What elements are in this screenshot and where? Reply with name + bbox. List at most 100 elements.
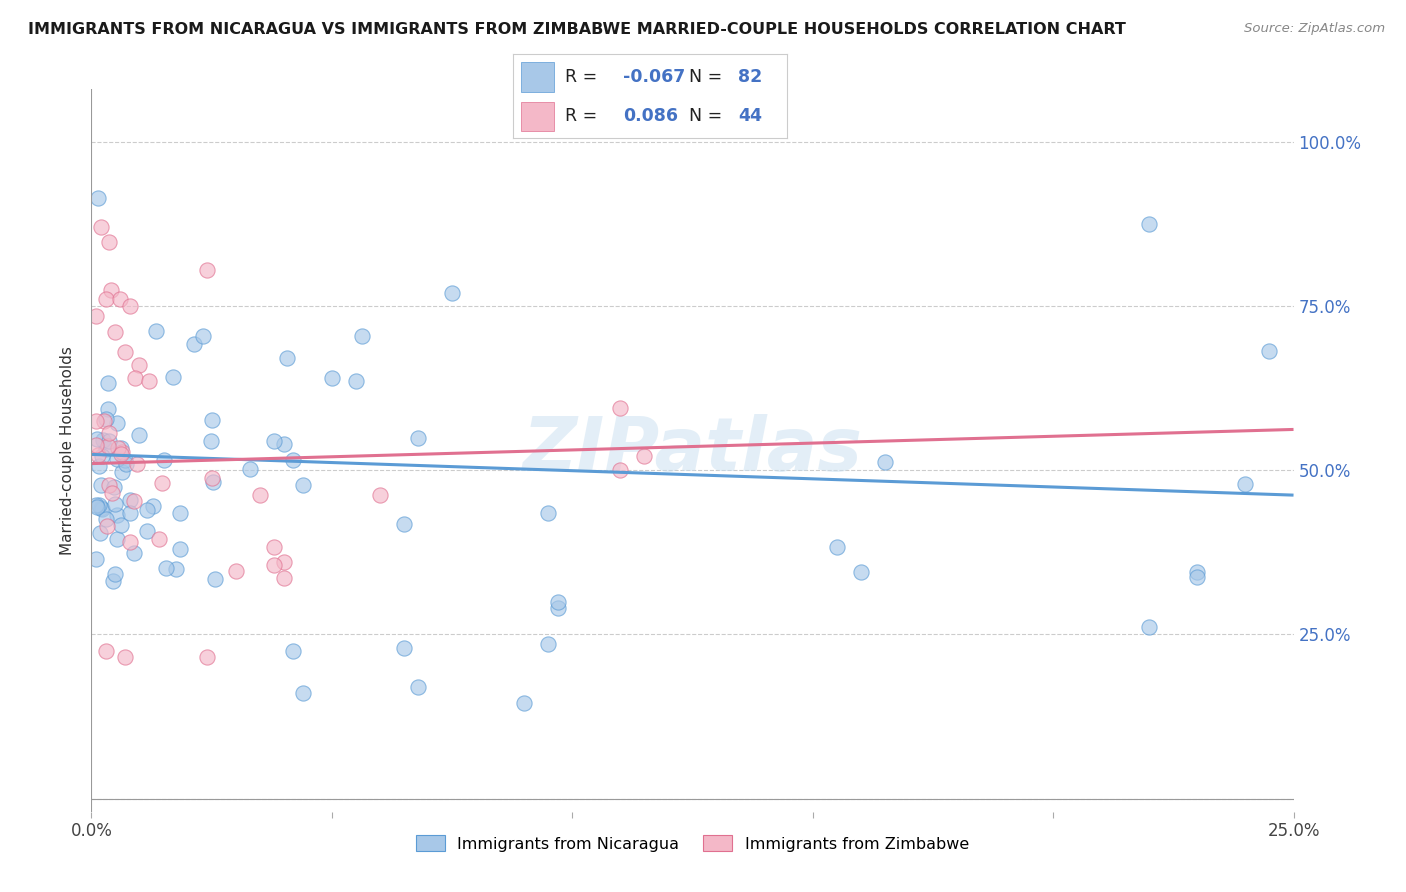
Point: [169, 507, 191, 521]
Point: [155, 561, 177, 575]
Point: [537, 506, 560, 520]
Point: [344, 375, 367, 389]
Point: [120, 535, 142, 549]
Point: [408, 680, 430, 694]
Point: [273, 571, 295, 585]
Point: [91, 433, 114, 447]
Point: [87, 190, 110, 204]
Text: 82: 82: [738, 69, 762, 87]
Point: [368, 488, 391, 502]
Point: [142, 499, 165, 513]
Point: [90, 478, 112, 492]
Point: [89, 459, 111, 474]
Point: [392, 640, 415, 655]
Point: [135, 524, 157, 539]
Point: [107, 452, 129, 467]
Text: 44: 44: [738, 107, 762, 125]
Point: [547, 601, 569, 615]
Point: [104, 567, 127, 582]
Point: [273, 555, 295, 569]
Point: [547, 594, 569, 608]
Point: [1137, 620, 1160, 634]
Point: [849, 565, 872, 579]
Point: [105, 532, 128, 546]
Point: [165, 562, 187, 576]
Point: [90, 500, 112, 515]
Point: [86, 414, 108, 428]
Point: [91, 449, 114, 463]
Point: [84, 309, 107, 323]
Point: [115, 457, 138, 471]
Point: [195, 650, 218, 665]
Point: [124, 545, 146, 559]
Point: [114, 345, 136, 359]
Point: [101, 486, 124, 500]
Point: [87, 498, 110, 512]
Point: [110, 441, 132, 455]
Bar: [522, 62, 554, 92]
Point: [148, 532, 170, 546]
Point: [97, 401, 120, 416]
Text: IMMIGRANTS FROM NICARAGUA VS IMMIGRANTS FROM ZIMBABWE MARRIED-COUPLE HOUSEHOLDS : IMMIGRANTS FROM NICARAGUA VS IMMIGRANTS …: [28, 22, 1126, 37]
Point: [128, 358, 150, 372]
Point: [873, 455, 896, 469]
Point: [408, 431, 430, 445]
Point: [97, 439, 120, 453]
Point: [283, 644, 305, 658]
Point: [138, 375, 160, 389]
Point: [84, 499, 107, 513]
Point: [283, 453, 305, 467]
Point: [249, 488, 271, 502]
Text: -0.067: -0.067: [623, 69, 685, 87]
Point: [200, 434, 222, 448]
Point: [392, 516, 415, 531]
Point: [110, 293, 132, 307]
Point: [120, 506, 142, 520]
Point: [162, 370, 184, 384]
Point: [118, 299, 141, 313]
Point: [86, 500, 108, 515]
Point: [125, 457, 148, 471]
Point: [201, 413, 224, 427]
Point: [225, 564, 247, 578]
Point: [513, 697, 536, 711]
Point: [105, 508, 128, 523]
Text: N =: N =: [689, 107, 727, 125]
Point: [193, 329, 215, 343]
Point: [96, 442, 118, 456]
Point: [111, 444, 134, 458]
Point: [94, 512, 117, 526]
Point: [128, 427, 150, 442]
Text: 0.086: 0.086: [623, 107, 678, 125]
Point: [97, 477, 120, 491]
Point: [114, 650, 136, 665]
Point: [86, 432, 108, 446]
Point: [122, 494, 145, 508]
Text: Source: ZipAtlas.com: Source: ZipAtlas.com: [1244, 22, 1385, 36]
Point: [195, 263, 218, 277]
Point: [291, 686, 314, 700]
Point: [90, 220, 112, 235]
Point: [145, 324, 167, 338]
Point: [111, 465, 134, 479]
Point: [97, 376, 120, 390]
Text: ZIPatlas: ZIPatlas: [523, 414, 862, 487]
Point: [201, 475, 224, 490]
Point: [124, 371, 146, 385]
Point: [609, 463, 631, 477]
Legend: Immigrants from Nicaragua, Immigrants from Zimbabwe: Immigrants from Nicaragua, Immigrants fr…: [409, 829, 976, 858]
Text: R =: R =: [565, 107, 603, 125]
Y-axis label: Married-couple Households: Married-couple Households: [60, 346, 76, 555]
Point: [169, 541, 191, 556]
Point: [276, 351, 298, 366]
Point: [94, 644, 117, 658]
Point: [633, 449, 655, 463]
Point: [263, 558, 285, 573]
Point: [350, 329, 373, 343]
Point: [84, 552, 107, 566]
Point: [101, 574, 124, 589]
Point: [273, 437, 295, 451]
Point: [98, 434, 121, 448]
Bar: [522, 102, 554, 131]
Point: [107, 442, 129, 456]
